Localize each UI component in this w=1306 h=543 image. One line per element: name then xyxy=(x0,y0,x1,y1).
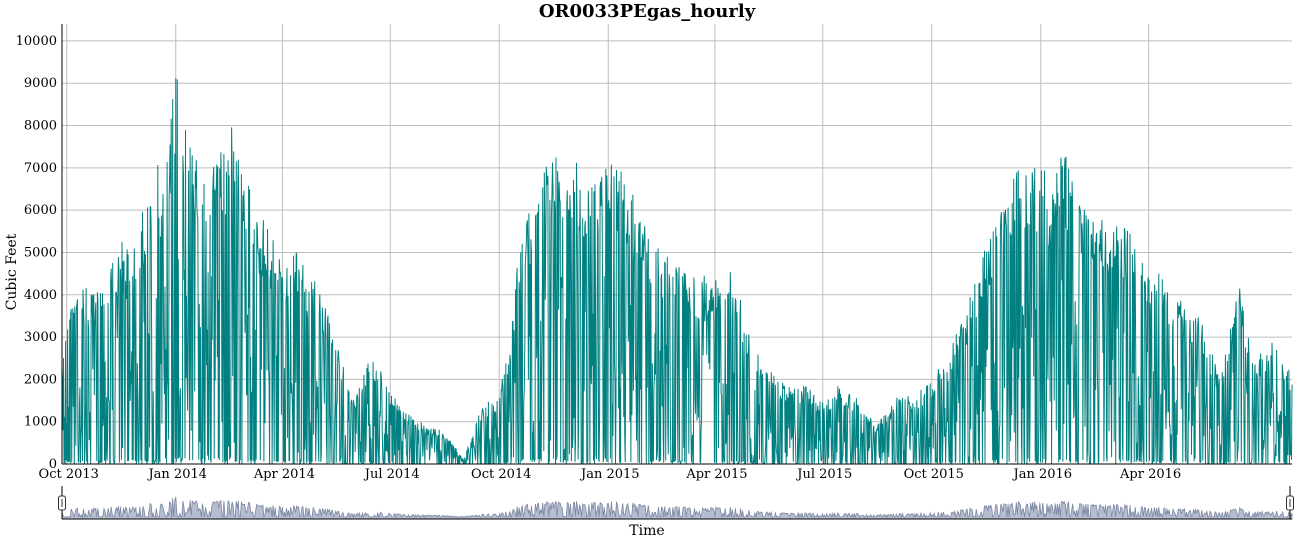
plot-area xyxy=(61,78,1293,465)
y-tick-label: 9000 xyxy=(24,76,57,91)
x-tick-label: Jan 2014 xyxy=(146,467,207,482)
x-tick-label: Apr 2014 xyxy=(253,467,315,482)
y-tick-label: 0 xyxy=(49,457,57,472)
y-tick-label: 1000 xyxy=(24,415,57,430)
y-tick-label: 2000 xyxy=(24,372,57,387)
y-tick-label: 10000 xyxy=(16,34,57,49)
range-selector[interactable] xyxy=(58,486,1294,520)
axes: 0 1000 2000 3000 4000 5000 6000 7000 8000 9000 100… xyxy=(16,24,1292,482)
x-tick-label: Oct 2013 xyxy=(39,467,99,482)
y-tick-label: 8000 xyxy=(24,119,57,134)
y-tick-label: 4000 xyxy=(24,288,57,303)
x-tick-label: Jul 2015 xyxy=(795,467,852,482)
x-tick-label: Apr 2015 xyxy=(685,467,747,482)
x-axis-label: Time xyxy=(629,523,664,539)
chart-title: OR0033PEgas_hourly xyxy=(539,1,756,22)
y-tick-label: 6000 xyxy=(24,203,57,218)
navigator-area xyxy=(61,496,1293,520)
y-tick-label: 7000 xyxy=(24,161,57,176)
x-tick-label: Oct 2014 xyxy=(471,467,531,482)
y-tick-label: 3000 xyxy=(24,330,57,345)
x-tick-label: Oct 2015 xyxy=(904,467,964,482)
series-line xyxy=(61,78,1293,465)
y-tick-label: 5000 xyxy=(24,245,57,260)
x-tick-label: Jul 2014 xyxy=(363,467,420,482)
x-tick-label: Apr 2016 xyxy=(1119,467,1181,482)
y-axis-label: Cubic Feet xyxy=(4,233,20,310)
x-tick-label: Jan 2015 xyxy=(579,467,640,482)
x-tick-label: Jan 2016 xyxy=(1012,467,1073,482)
